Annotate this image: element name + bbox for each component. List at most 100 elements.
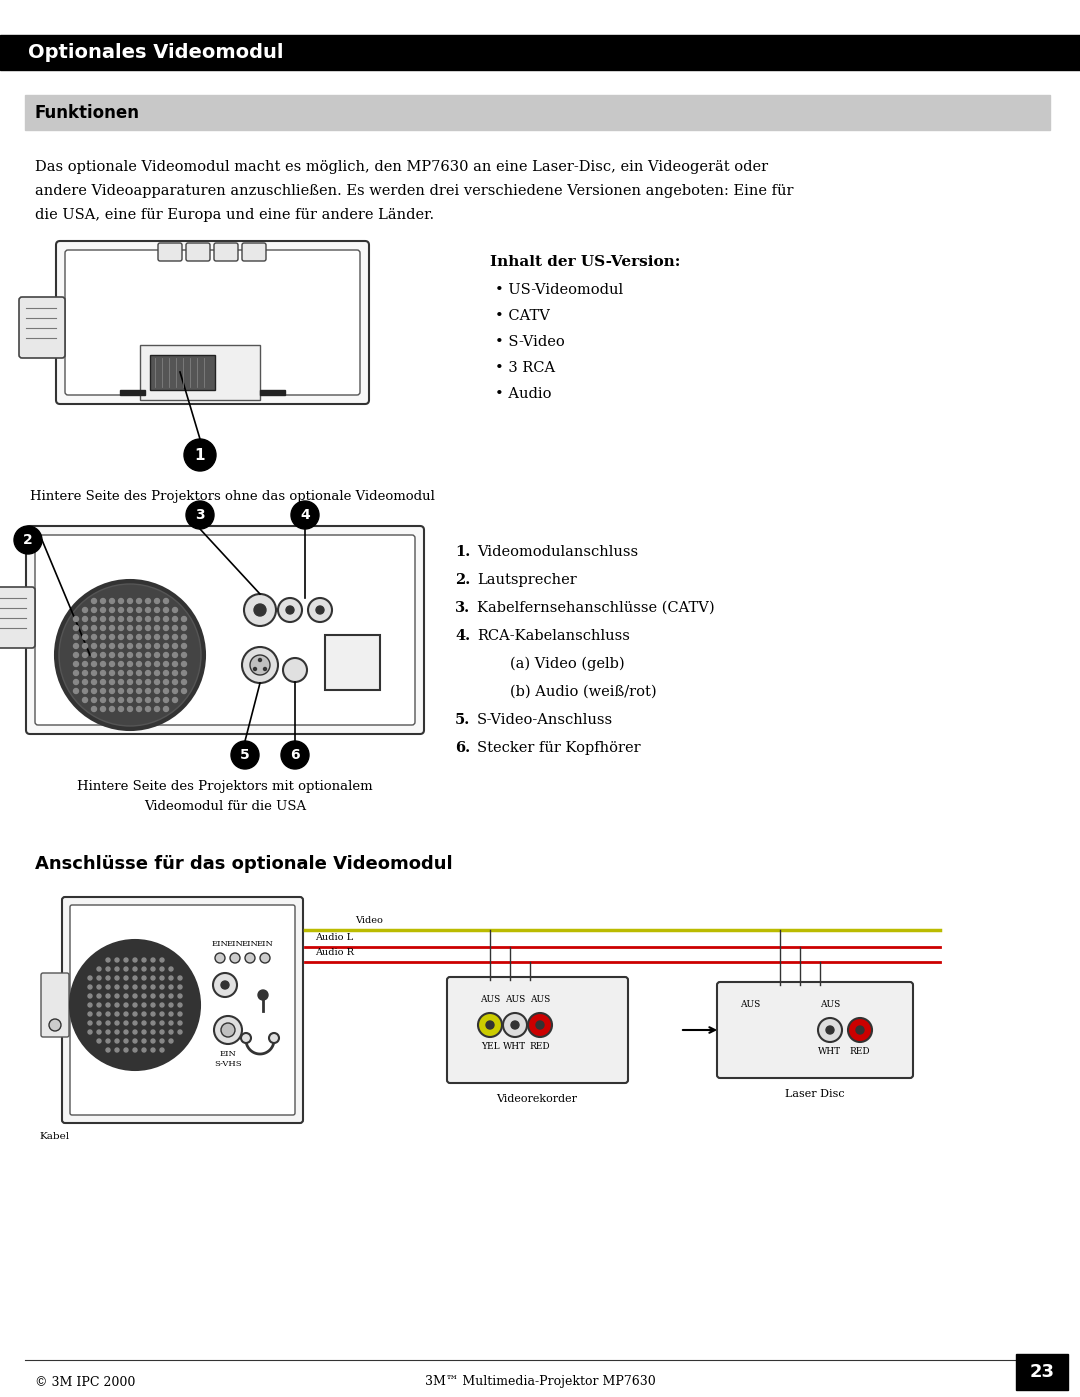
Circle shape: [106, 958, 110, 963]
Circle shape: [160, 977, 164, 981]
Circle shape: [173, 626, 177, 630]
Circle shape: [136, 707, 141, 711]
Circle shape: [87, 995, 92, 997]
Circle shape: [528, 1013, 552, 1037]
Circle shape: [154, 616, 160, 622]
Circle shape: [106, 1030, 110, 1034]
Circle shape: [146, 679, 150, 685]
Circle shape: [168, 1030, 173, 1034]
Text: S-Video-Anschluss: S-Video-Anschluss: [477, 712, 613, 726]
FancyBboxPatch shape: [35, 535, 415, 725]
Circle shape: [109, 616, 114, 622]
Text: • S-Video: • S-Video: [495, 335, 565, 349]
Circle shape: [119, 707, 123, 711]
Circle shape: [154, 671, 160, 676]
Circle shape: [124, 1048, 129, 1052]
Text: 6: 6: [291, 747, 300, 761]
Circle shape: [124, 985, 129, 989]
Text: WHT: WHT: [819, 1046, 841, 1056]
Circle shape: [151, 995, 156, 997]
Circle shape: [114, 995, 119, 997]
Circle shape: [73, 662, 79, 666]
Text: Anschlüsse für das optionale Videomodul: Anschlüsse für das optionale Videomodul: [35, 855, 453, 873]
Circle shape: [154, 689, 160, 693]
Circle shape: [281, 740, 309, 768]
Text: 2.: 2.: [455, 573, 470, 587]
Circle shape: [136, 689, 141, 693]
Text: 5: 5: [240, 747, 249, 761]
Circle shape: [92, 608, 96, 612]
Circle shape: [154, 634, 160, 640]
Text: 3: 3: [195, 509, 205, 522]
Circle shape: [100, 662, 106, 666]
Circle shape: [221, 1023, 235, 1037]
Bar: [120, 390, 145, 395]
Circle shape: [82, 697, 87, 703]
Circle shape: [168, 1021, 173, 1025]
Circle shape: [87, 977, 92, 981]
Circle shape: [124, 958, 129, 963]
Circle shape: [127, 707, 133, 711]
Circle shape: [82, 689, 87, 693]
Circle shape: [154, 707, 160, 711]
Circle shape: [146, 662, 150, 666]
Circle shape: [283, 658, 307, 682]
Text: YEL: YEL: [481, 1042, 499, 1051]
Circle shape: [151, 1048, 156, 1052]
Circle shape: [848, 1018, 872, 1042]
Circle shape: [127, 644, 133, 648]
Circle shape: [109, 652, 114, 658]
Circle shape: [92, 707, 96, 711]
Circle shape: [87, 1021, 92, 1025]
Circle shape: [173, 608, 177, 612]
Circle shape: [160, 967, 164, 971]
Text: EIN: EIN: [257, 940, 273, 949]
Circle shape: [114, 1003, 119, 1007]
Circle shape: [14, 527, 42, 555]
Circle shape: [82, 644, 87, 648]
Circle shape: [254, 604, 266, 616]
Circle shape: [154, 662, 160, 666]
FancyBboxPatch shape: [62, 897, 303, 1123]
Circle shape: [163, 616, 168, 622]
Circle shape: [114, 985, 119, 989]
Circle shape: [55, 580, 205, 731]
Circle shape: [160, 995, 164, 997]
Circle shape: [316, 606, 324, 615]
Circle shape: [106, 1039, 110, 1044]
Circle shape: [82, 608, 87, 612]
Circle shape: [818, 1018, 842, 1042]
Circle shape: [97, 995, 102, 997]
Circle shape: [242, 647, 278, 683]
Text: RED: RED: [850, 1046, 870, 1056]
Circle shape: [178, 985, 183, 989]
Circle shape: [109, 634, 114, 640]
Circle shape: [136, 652, 141, 658]
Text: WHT: WHT: [503, 1042, 527, 1051]
Circle shape: [181, 644, 187, 648]
Circle shape: [186, 502, 214, 529]
Text: 6.: 6.: [455, 740, 470, 754]
Circle shape: [82, 626, 87, 630]
Circle shape: [141, 1048, 146, 1052]
Circle shape: [146, 616, 150, 622]
Circle shape: [127, 697, 133, 703]
Circle shape: [119, 652, 123, 658]
Circle shape: [168, 967, 173, 971]
Circle shape: [100, 689, 106, 693]
Circle shape: [119, 671, 123, 676]
Text: AUS: AUS: [504, 995, 525, 1004]
Text: (a) Video (gelb): (a) Video (gelb): [510, 657, 624, 672]
Circle shape: [97, 1011, 102, 1016]
Circle shape: [114, 1048, 119, 1052]
Circle shape: [536, 1021, 544, 1030]
Circle shape: [160, 1003, 164, 1007]
Circle shape: [100, 652, 106, 658]
Circle shape: [127, 689, 133, 693]
Circle shape: [178, 1003, 183, 1007]
FancyBboxPatch shape: [242, 243, 266, 261]
Circle shape: [100, 644, 106, 648]
Text: die USA, eine für Europa und eine für andere Länder.: die USA, eine für Europa und eine für an…: [35, 208, 434, 222]
Circle shape: [141, 958, 146, 963]
Circle shape: [124, 1030, 129, 1034]
